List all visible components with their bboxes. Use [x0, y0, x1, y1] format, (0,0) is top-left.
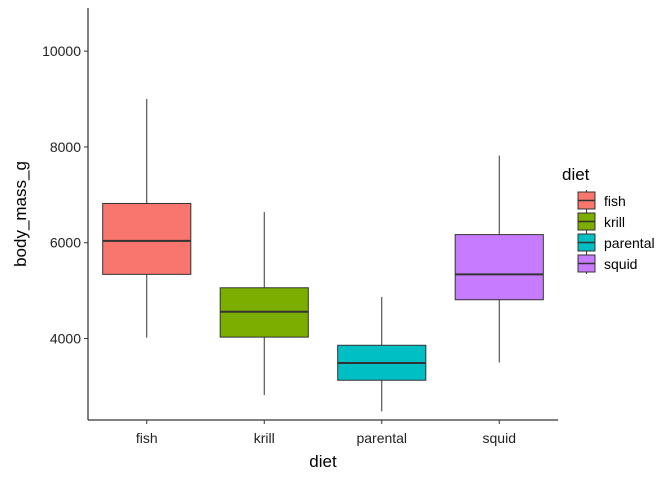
legend-item-squid: squid [577, 253, 637, 274]
box-fish [102, 99, 192, 338]
legend-label: squid [604, 256, 637, 272]
box-parental [337, 296, 427, 412]
x-tick-label: squid [483, 430, 516, 446]
x-tick-label: krill [254, 430, 275, 446]
y-axis-title: body_mass_g [11, 161, 30, 267]
y-tick-label: 6000 [50, 235, 81, 251]
legend-item-krill: krill [577, 211, 625, 232]
legend-item-parental: parental [577, 232, 655, 253]
legend-label: krill [604, 214, 625, 230]
x-ticks: fish krill parental squid [136, 420, 516, 446]
y-ticks: 4000 6000 8000 10000 [42, 43, 88, 347]
legend-title: diet [562, 165, 590, 184]
boxes [102, 99, 544, 412]
legend: diet fish krill parental squid [562, 165, 655, 274]
legend-item-fish: fish [577, 190, 626, 211]
x-tick-label: fish [136, 430, 158, 446]
y-tick-label: 8000 [50, 139, 81, 155]
y-tick-label: 4000 [50, 331, 81, 347]
box-iqr [454, 234, 544, 301]
axes [87, 8, 558, 421]
legend-label: parental [604, 235, 655, 251]
box-iqr [102, 202, 192, 275]
box-krill [219, 212, 309, 396]
x-axis-title: diet [309, 452, 337, 471]
x-tick-label: parental [356, 430, 407, 446]
legend-label: fish [604, 193, 626, 209]
box-squid [454, 155, 544, 363]
legend-items: fish krill parental squid [577, 190, 655, 274]
y-tick-label: 10000 [42, 43, 81, 59]
